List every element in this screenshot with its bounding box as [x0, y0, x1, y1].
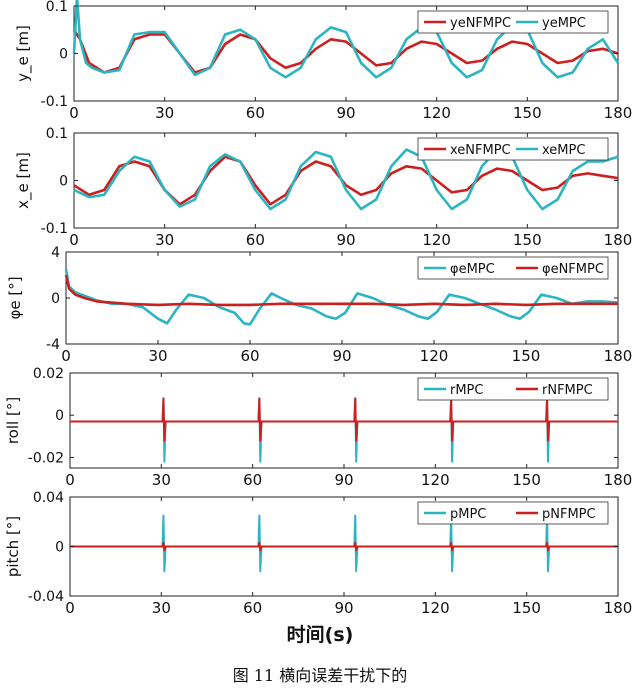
legend: yeNFMPC yeMPC: [417, 10, 609, 34]
x-tick-label: 180: [604, 231, 633, 249]
x-tick-label: 30: [148, 347, 167, 365]
y-tick-label: -0.1: [41, 94, 68, 110]
x-tick-label: 150: [512, 599, 541, 617]
legend: rMPC rNFMPC: [417, 377, 609, 401]
x-tick-label: 30: [152, 599, 171, 617]
x-tick-label: 90: [336, 231, 355, 249]
x-tick-label: 60: [243, 471, 262, 489]
y-tick-label: 0: [55, 540, 64, 556]
y-tick-label: 0: [59, 174, 68, 190]
y-tick-label: -0.02: [28, 450, 64, 466]
y-tick-label: 0.1: [46, 0, 68, 15]
y-axis-label: pitch [°]: [4, 516, 22, 577]
series-line-2: [73, 148, 619, 211]
y-tick-label: 0.1: [46, 126, 68, 142]
legend-entry-1: φeMPC: [450, 262, 495, 277]
x-tick-label: 0: [65, 471, 75, 489]
y-axis-label: x_e [m]: [14, 152, 33, 209]
legend: φeMPC φeNFMPC: [417, 256, 609, 280]
legend-entry-1: pMPC: [450, 507, 486, 522]
x-tick-label: 0: [65, 599, 75, 617]
legend: xeNFMPC xeMPC: [417, 137, 609, 161]
x-tick-label: 90: [334, 471, 353, 489]
series-line-2: [70, 397, 618, 442]
x-tick-label: 30: [152, 471, 171, 489]
y-axis-label: y_e [m]: [14, 25, 33, 82]
y-tick-label: 0.02: [33, 366, 64, 382]
legend-box: [417, 10, 609, 34]
x-tick-label: 150: [513, 104, 542, 122]
y-tick-label: 0: [59, 47, 68, 63]
legend-entry-2: pNFMPC: [542, 507, 596, 522]
y-axis-label: φe [°]: [6, 276, 24, 319]
y-axis-label: roll [°]: [4, 397, 22, 444]
x-tick-label: 180: [604, 347, 633, 365]
series-line-2: [64, 274, 618, 307]
x-tick-label: 30: [155, 231, 174, 249]
x-tick-label: 90: [332, 347, 351, 365]
x-tick-label: 150: [512, 471, 541, 489]
series-line-2: [70, 541, 618, 552]
legend-entry-1: rMPC: [450, 383, 483, 398]
x-tick-label: 180: [604, 471, 633, 489]
legend-box: [417, 377, 609, 401]
legend-box: [417, 256, 609, 280]
x-tick-label: 120: [422, 104, 451, 122]
legend: pMPC pNFMPC: [417, 501, 609, 525]
x-tick-label: 90: [334, 599, 353, 617]
x-tick-label: 60: [246, 231, 265, 249]
legend-box: [417, 137, 609, 161]
series-line-1: [64, 269, 619, 326]
legend-entry-2: φeNFMPC: [542, 262, 604, 277]
x-tick-label: 60: [246, 104, 265, 122]
x-tick-label: 90: [336, 104, 355, 122]
legend-entry-2: rNFMPC: [542, 383, 593, 398]
legend-box: [417, 501, 609, 525]
x-tick-label: 0: [61, 347, 71, 365]
y-tick-label: 0.04: [33, 490, 64, 506]
x-tick-label: 120: [421, 599, 450, 617]
y-tick-label: 0: [51, 291, 60, 307]
y-tick-label: -4: [46, 337, 60, 353]
x-tick-label: 180: [604, 104, 633, 122]
y-tick-label: -0.04: [28, 589, 64, 605]
y-tick-label: -0.1: [41, 221, 68, 237]
figure-caption: 图 11 横向误差干扰下的: [232, 666, 408, 685]
x-tick-label: 120: [421, 471, 450, 489]
legend-entry-1: xeNFMPC: [450, 143, 511, 158]
x-tick-label: 120: [420, 347, 449, 365]
legend-entry-2: xeMPC: [542, 143, 585, 158]
y-tick-label: 4: [51, 245, 60, 261]
legend-entry-1: yeNFMPC: [450, 16, 511, 31]
x-tick-label: 30: [155, 104, 174, 122]
x-tick-label: 180: [604, 599, 633, 617]
x-tick-label: 120: [422, 231, 451, 249]
y-tick-label: 0: [55, 408, 64, 424]
x-tick-label: 0: [69, 231, 79, 249]
series-line-1: [72, 29, 619, 74]
x-tick-label: 60: [243, 599, 262, 617]
x-tick-label: 60: [240, 347, 259, 365]
x-tick-label: 150: [512, 347, 541, 365]
x-tick-label: 150: [513, 231, 542, 249]
legend-entry-2: yeMPC: [542, 16, 586, 31]
x-axis-label: 时间(s): [286, 624, 354, 646]
x-tick-label: 0: [69, 104, 79, 122]
